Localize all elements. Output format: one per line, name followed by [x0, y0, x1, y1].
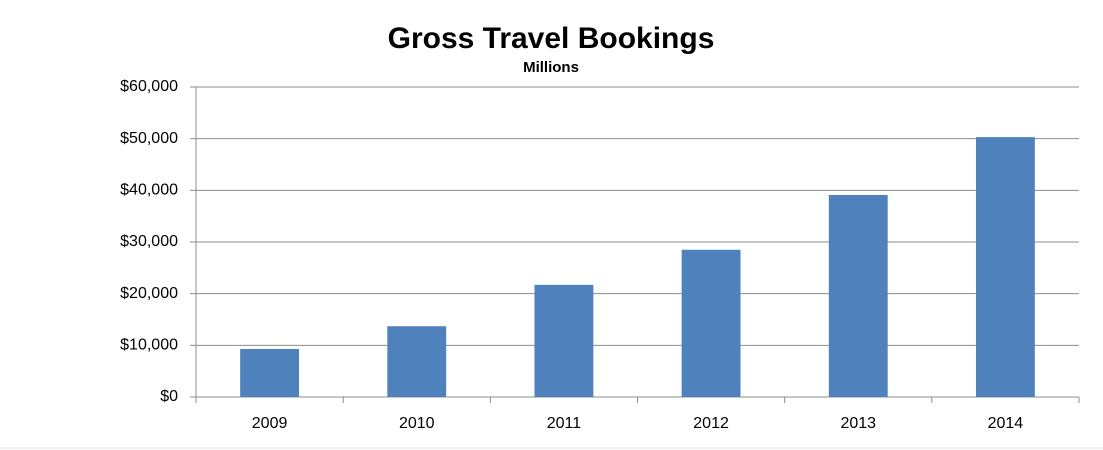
- y-tick-label: $30,000: [120, 233, 178, 250]
- x-tick-label: 2013: [840, 415, 876, 432]
- bar: [681, 249, 741, 397]
- bar: [828, 194, 888, 397]
- x-tick-label: 2012: [693, 415, 729, 432]
- bar: [387, 326, 447, 397]
- y-tick-label: $20,000: [120, 285, 178, 302]
- x-tick-label: 2010: [399, 415, 435, 432]
- bar: [534, 284, 594, 397]
- y-tick-label: $50,000: [120, 130, 178, 147]
- chart-title: Gross Travel Bookings: [388, 22, 715, 55]
- x-tick-label: 2011: [547, 415, 582, 432]
- x-tick-label: 2014: [988, 415, 1024, 432]
- y-tick-label: $40,000: [120, 182, 178, 199]
- x-tick-label: 2009: [252, 415, 288, 432]
- bar: [975, 137, 1035, 397]
- chart-subtitle: Millions: [523, 59, 579, 76]
- y-tick-label: $10,000: [120, 337, 178, 354]
- y-tick-label: $60,000: [120, 78, 178, 95]
- y-tick-label: $0: [160, 388, 178, 405]
- bar: [240, 348, 300, 397]
